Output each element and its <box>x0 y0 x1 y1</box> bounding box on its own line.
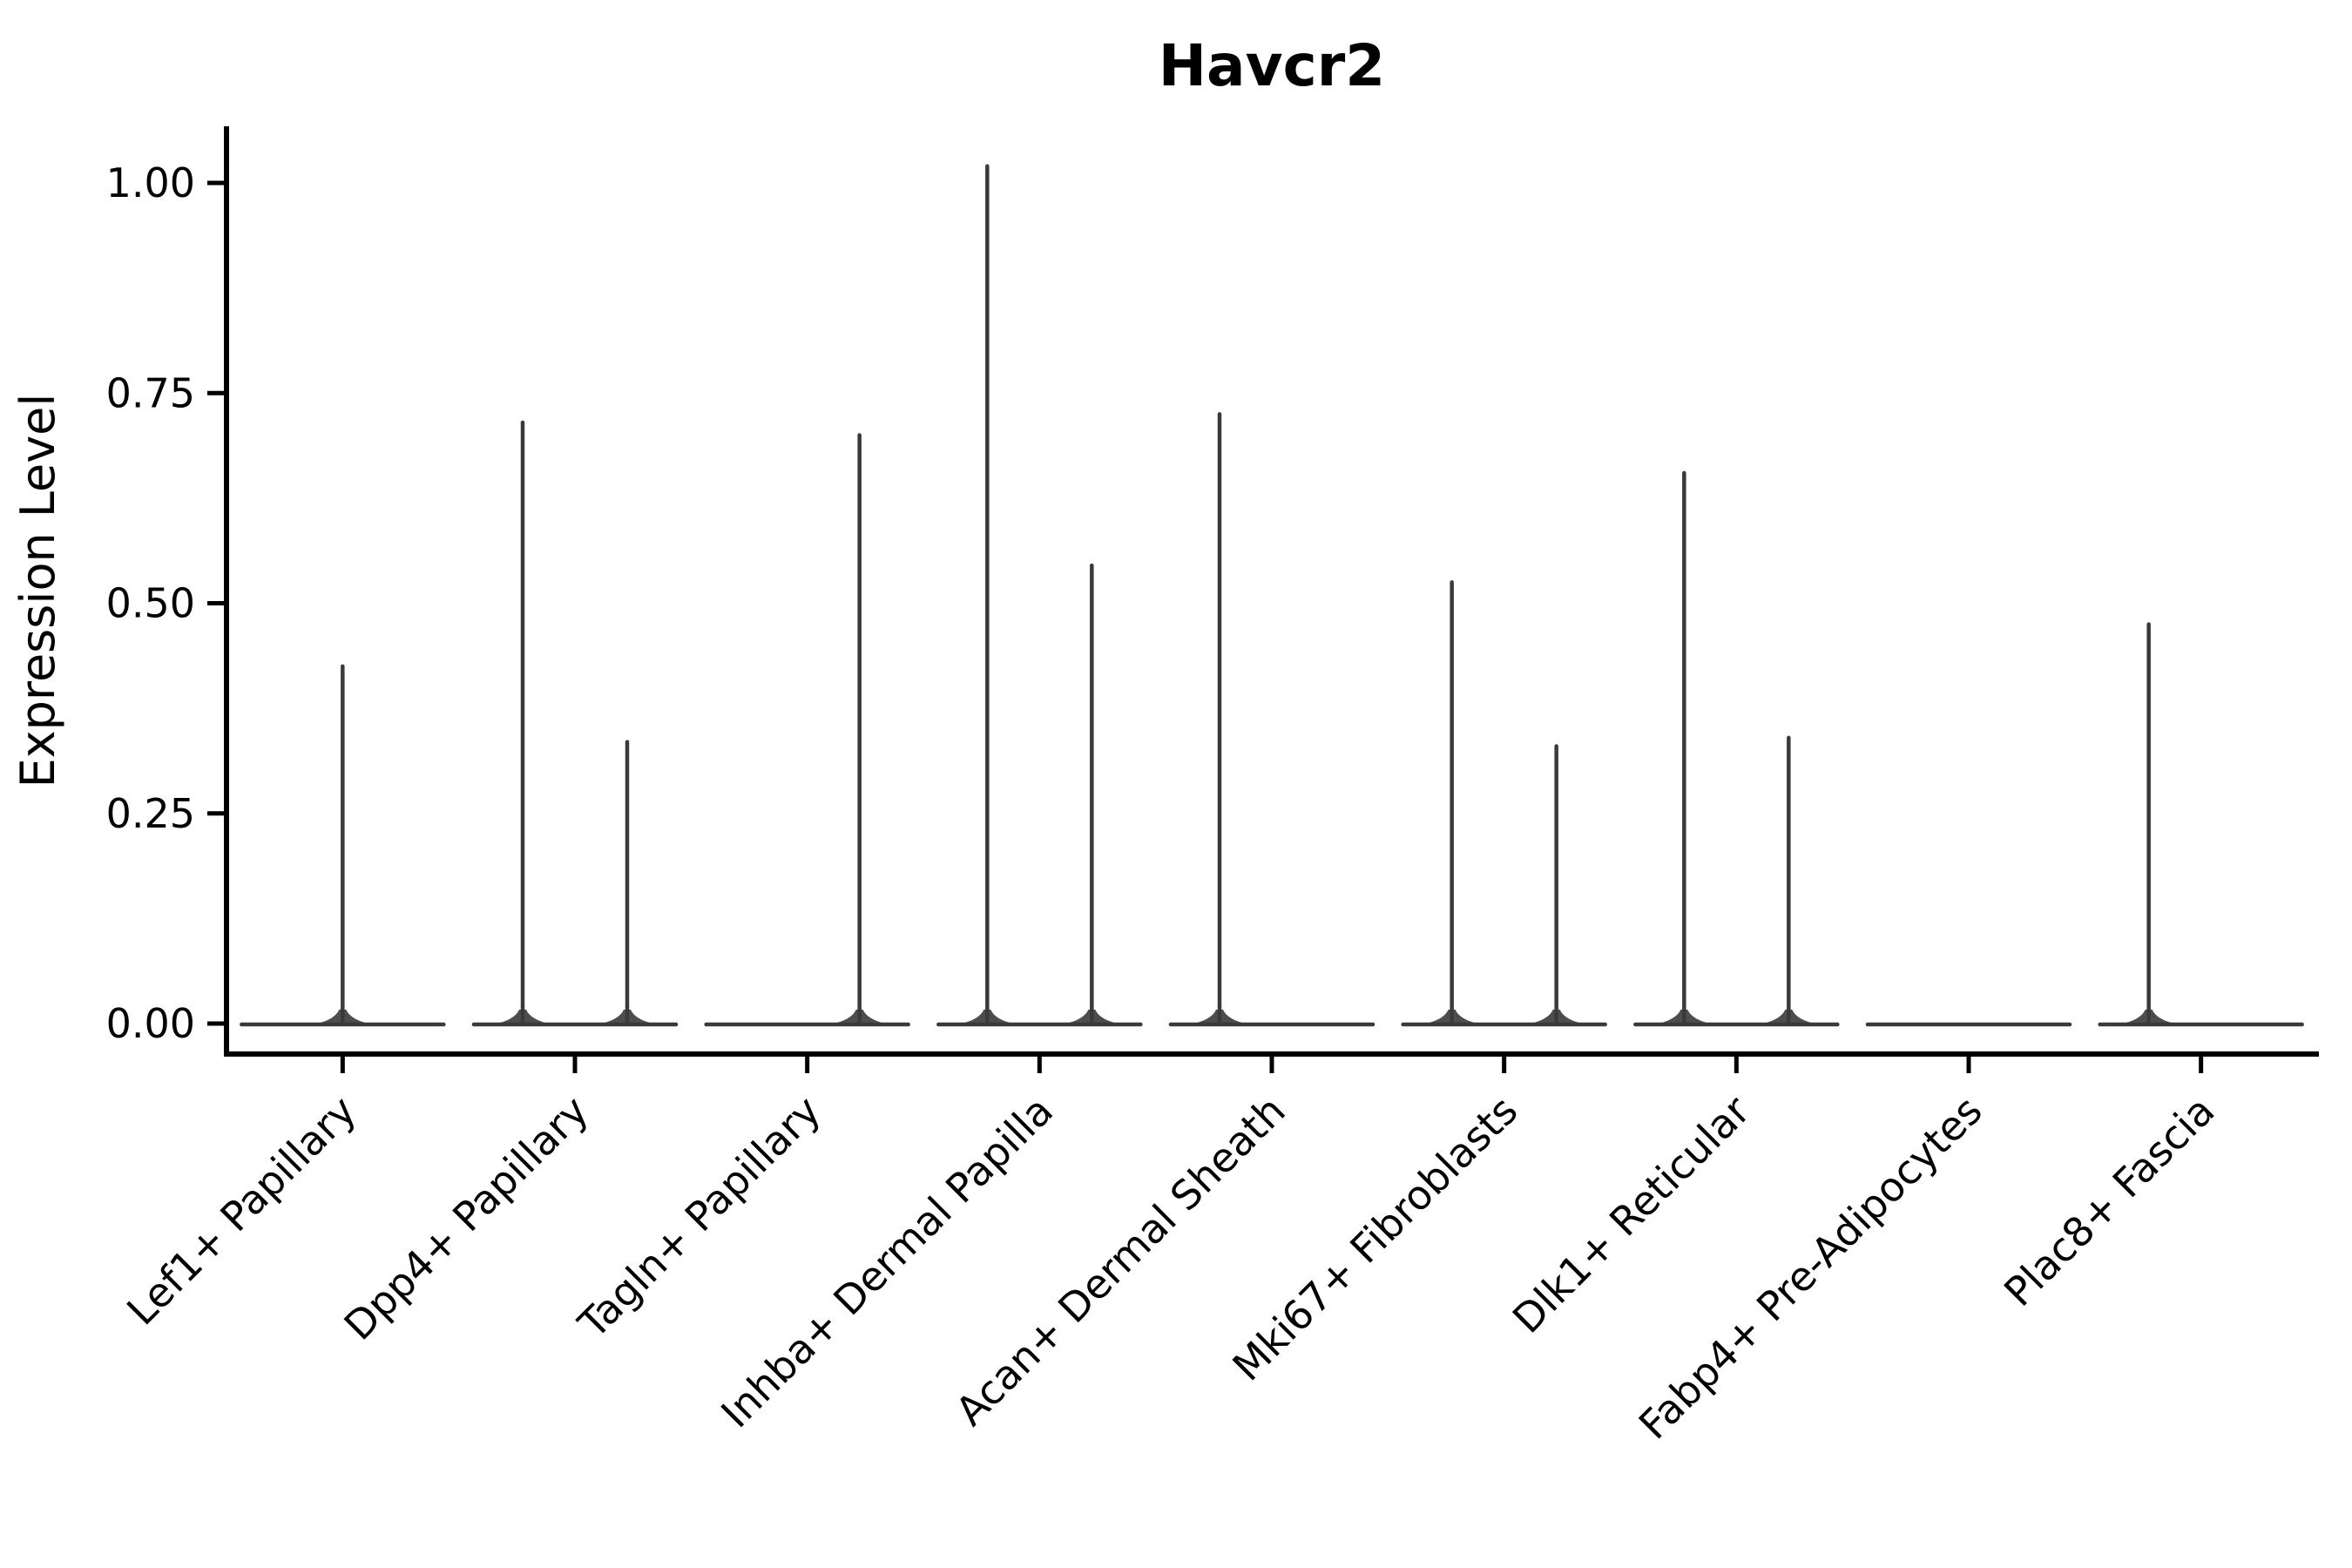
violin-group <box>1168 412 1375 1027</box>
chart-title: Havcr2 <box>1159 32 1385 99</box>
y-tick-label: 0.25 <box>106 790 195 837</box>
violin-group <box>240 664 446 1027</box>
x-tick-label: Lef1+ Papillary <box>118 1087 365 1335</box>
x-tick-label: Dpp4+ Papillary <box>335 1087 598 1349</box>
violin-group <box>704 433 910 1027</box>
x-tick-label: Plac8+ Fascia <box>1995 1087 2223 1315</box>
y-axis-label: Expression Level <box>10 394 65 788</box>
y-tick-label: 0.50 <box>106 580 195 627</box>
y-tick-label: 1.00 <box>106 159 195 206</box>
y-tick-label: 0.75 <box>106 369 195 416</box>
violin-group <box>1633 470 1840 1027</box>
violin-group <box>1401 580 1607 1027</box>
violin-group <box>936 164 1143 1027</box>
violin-group <box>2098 622 2304 1027</box>
x-tick-label: Tagln+ Papillary <box>569 1087 830 1348</box>
violin-group <box>471 420 679 1027</box>
x-tick-label: Dlk1+ Reticular <box>1504 1087 1759 1342</box>
violin-series <box>240 164 2304 1027</box>
y-axis-ticks: 0.00 0.25 0.50 0.75 1.00 <box>106 159 226 1047</box>
y-tick-label: 0.00 <box>106 1000 195 1047</box>
